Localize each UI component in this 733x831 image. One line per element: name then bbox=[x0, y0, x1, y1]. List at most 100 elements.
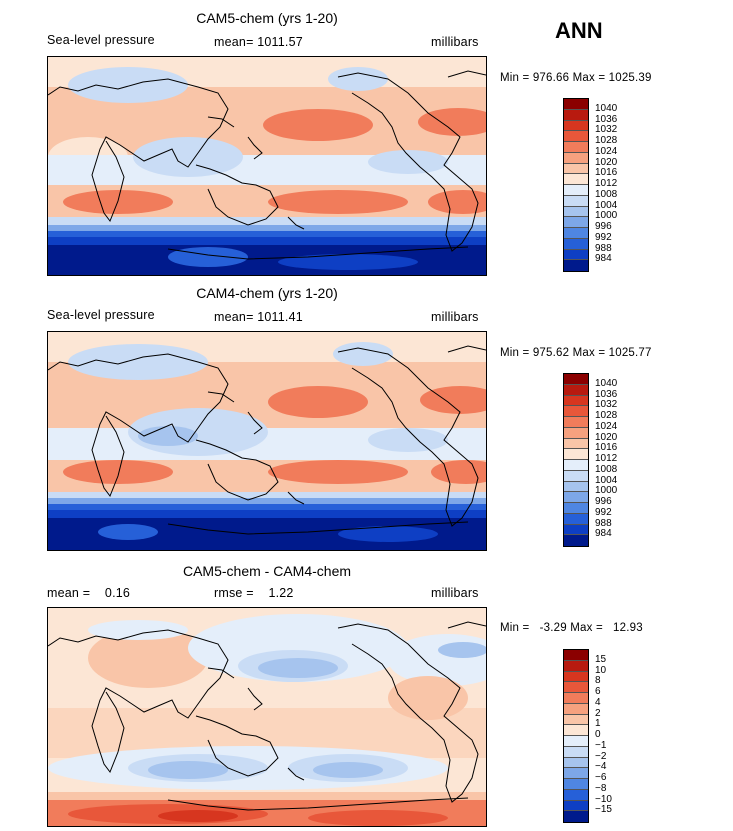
colorbar-tick-label: 984 bbox=[595, 528, 612, 540]
colorbar-swatch bbox=[564, 736, 588, 747]
colorbar-swatch bbox=[564, 746, 588, 758]
map-panel bbox=[47, 56, 487, 276]
colorbar-swatch bbox=[564, 757, 588, 769]
colorbar-swatch bbox=[564, 714, 588, 726]
colorbar-swatch bbox=[564, 682, 588, 693]
colorbar-tick-label: 1020 bbox=[595, 156, 618, 168]
colorbar-tick-label: 1028 bbox=[595, 135, 618, 146]
colorbar-swatch bbox=[564, 395, 588, 407]
colorbar-tick-label: 1036 bbox=[595, 388, 618, 400]
colorbar-swatch bbox=[564, 503, 588, 514]
units-label: millibars bbox=[431, 35, 479, 49]
colorbar-tick-label: 996 bbox=[595, 221, 612, 232]
colorbar-swatch bbox=[564, 703, 588, 715]
colorbar-tick-label: 1028 bbox=[595, 410, 618, 421]
colorbar-tick-label: 1032 bbox=[595, 399, 618, 411]
colorbar-tick-label: 1016 bbox=[595, 167, 618, 179]
colorbar-swatch bbox=[564, 800, 588, 812]
colorbar-tick-label: 1008 bbox=[595, 188, 618, 200]
map-panel bbox=[47, 607, 487, 827]
colorbar-swatch bbox=[564, 206, 588, 218]
colorbar-tick-label: 1008 bbox=[595, 463, 618, 475]
colorbar-swatch bbox=[564, 195, 588, 207]
colorbar-swatch bbox=[564, 492, 588, 503]
colorbar-swatch bbox=[564, 142, 588, 153]
colorbar-tick-label: 1012 bbox=[595, 178, 618, 189]
colorbar-swatch bbox=[564, 163, 588, 175]
colorbar-tick-label: 0 bbox=[595, 729, 601, 740]
mean-label: mean= 1011.41 bbox=[214, 310, 303, 324]
colorbar-swatch bbox=[564, 725, 588, 736]
colorbar-swatch bbox=[564, 99, 588, 110]
colorbar-tick-label: 1020 bbox=[595, 431, 618, 443]
colorbar-tick-label: 1036 bbox=[595, 113, 618, 125]
colorbar-ticks: 15 10 8 6 4 2 1 0 −1 −2 −4 −6 −8 −10 −15 bbox=[595, 649, 655, 823]
colorbar-swatch bbox=[564, 449, 588, 460]
colorbar-tick-label: 992 bbox=[595, 231, 612, 243]
units-label: millibars bbox=[431, 586, 479, 600]
colorbar-tick-label: 1016 bbox=[595, 442, 618, 454]
colorbar bbox=[563, 649, 589, 823]
colorbar-tick-label: 988 bbox=[595, 517, 612, 529]
colorbar-tick-label: 984 bbox=[595, 253, 612, 265]
colorbar-swatch bbox=[564, 260, 588, 271]
colorbar-swatch bbox=[564, 768, 588, 779]
rmse-label: rmse = 1.22 bbox=[214, 586, 294, 600]
colorbar-swatch bbox=[564, 238, 588, 250]
colorbar-swatch bbox=[564, 374, 588, 385]
colorbar-swatch bbox=[564, 470, 588, 482]
colorbar-tick-label: 2 bbox=[595, 707, 601, 719]
colorbar-swatch bbox=[564, 427, 588, 439]
colorbar-swatch bbox=[564, 384, 588, 396]
colorbar-tick-label: −4 bbox=[595, 761, 607, 773]
colorbar-tick-label: −10 bbox=[595, 793, 612, 805]
colorbar-tick-label: 1024 bbox=[595, 145, 618, 157]
colorbar-swatch bbox=[564, 185, 588, 196]
colorbar-tick-label: −6 bbox=[595, 772, 607, 783]
colorbar-tick-label: 4 bbox=[595, 696, 601, 708]
colorbar-tick-label: 996 bbox=[595, 496, 612, 507]
colorbar-swatch bbox=[564, 109, 588, 121]
colorbar-swatch bbox=[564, 174, 588, 185]
colorbar-tick-label: 1004 bbox=[595, 199, 618, 211]
colorbar bbox=[563, 373, 589, 547]
colorbar-tick-label: 1040 bbox=[595, 377, 618, 389]
panel-title: CAM5-chem (yrs 1-20) bbox=[196, 10, 338, 26]
colorbar-swatch bbox=[564, 524, 588, 536]
colorbar-swatch bbox=[564, 671, 588, 683]
colorbar-swatch bbox=[564, 131, 588, 142]
minmax-label: Min = 976.66 Max = 1025.39 bbox=[500, 72, 652, 84]
colorbar-tick-label: 988 bbox=[595, 242, 612, 254]
colorbar-tick-label: −1 bbox=[595, 739, 607, 751]
colorbar-tick-label: 8 bbox=[595, 675, 601, 687]
colorbar-tick-label: 1040 bbox=[595, 102, 618, 114]
panel-title: CAM5-chem - CAM4-chem bbox=[182, 563, 352, 579]
colorbar-swatch bbox=[564, 660, 588, 672]
colorbar-swatch bbox=[564, 217, 588, 228]
colorbar-swatch bbox=[564, 811, 588, 822]
colorbar-tick-label: −2 bbox=[595, 750, 607, 762]
colorbar-tick-label: 1000 bbox=[595, 210, 618, 222]
minmax-label: Min = 975.62 Max = 1025.77 bbox=[500, 347, 652, 359]
colorbar-tick-label: 15 bbox=[595, 653, 607, 665]
colorbar-swatch bbox=[564, 249, 588, 261]
colorbar-swatch bbox=[564, 228, 588, 239]
mean-label: mean= 1011.57 bbox=[214, 35, 303, 49]
colorbar-swatch bbox=[564, 460, 588, 471]
colorbar-tick-label: 1024 bbox=[595, 420, 618, 432]
colorbar-swatch bbox=[564, 406, 588, 417]
colorbar-swatch bbox=[564, 535, 588, 546]
colorbar-tick-label: 992 bbox=[595, 506, 612, 518]
map-panel bbox=[47, 331, 487, 551]
colorbar-swatch bbox=[564, 438, 588, 450]
colorbar-ticks: 1040 1036 1032 1028 1024 1020 1016 1012 1008 1004… bbox=[595, 98, 655, 272]
colorbar-swatch bbox=[564, 513, 588, 525]
field-label: Sea-level pressure bbox=[47, 308, 155, 322]
colorbar-swatch bbox=[564, 152, 588, 164]
colorbar bbox=[563, 98, 589, 272]
colorbar-swatch bbox=[564, 120, 588, 132]
colorbar-swatch bbox=[564, 779, 588, 790]
colorbar-tick-label: 6 bbox=[595, 686, 601, 697]
colorbar-tick-label: −15 bbox=[595, 804, 612, 816]
colorbar-swatch bbox=[564, 650, 588, 661]
